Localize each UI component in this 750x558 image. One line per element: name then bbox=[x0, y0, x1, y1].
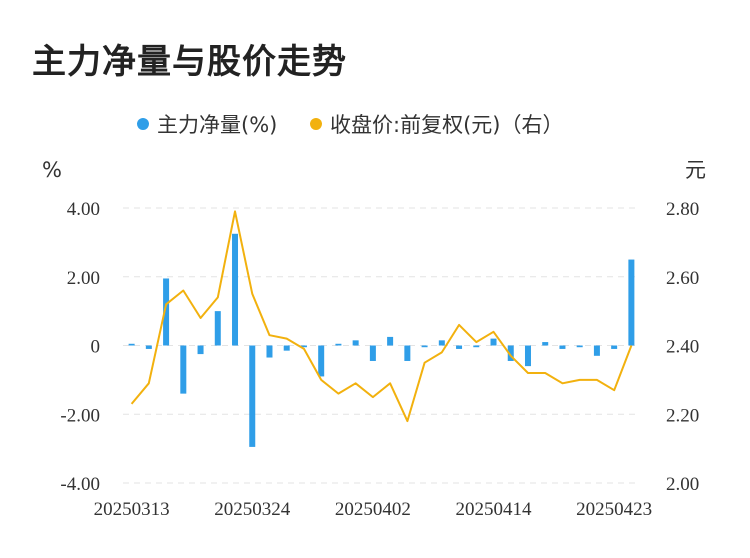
bar-series bbox=[128, 233, 635, 447]
bar[interactable] bbox=[145, 345, 152, 349]
bar[interactable] bbox=[507, 345, 514, 361]
bar[interactable] bbox=[283, 345, 290, 351]
right-tick-label: 2.60 bbox=[666, 268, 699, 289]
line-point[interactable] bbox=[473, 339, 479, 345]
right-tick-label: 2.80 bbox=[666, 199, 699, 220]
line-point[interactable] bbox=[370, 394, 376, 400]
bar[interactable] bbox=[369, 345, 376, 361]
x-tick-label: 20250402 bbox=[335, 499, 411, 520]
left-tick-label: 0 bbox=[91, 337, 101, 358]
line-point[interactable] bbox=[508, 353, 514, 359]
grid-lines bbox=[123, 207, 640, 484]
left-tick-label: 4.00 bbox=[67, 199, 100, 220]
legend[interactable]: 主力净量(%) 收盘价:前复权(元)（右） bbox=[137, 113, 563, 137]
line-point[interactable] bbox=[318, 377, 324, 383]
bar[interactable] bbox=[524, 345, 531, 367]
left-axis-unit: % bbox=[42, 158, 62, 182]
right-axis-unit: 元 bbox=[685, 158, 706, 182]
line-point[interactable] bbox=[163, 301, 169, 307]
line-point[interactable] bbox=[129, 401, 135, 407]
line-point[interactable] bbox=[146, 380, 152, 386]
left-tick-label: -2.00 bbox=[60, 405, 100, 426]
legend-label: 收盘价:前复权(元)（右） bbox=[330, 113, 563, 137]
line-point[interactable] bbox=[387, 380, 393, 386]
bar[interactable] bbox=[232, 233, 239, 346]
bar[interactable] bbox=[335, 343, 342, 346]
line-point[interactable] bbox=[439, 349, 445, 355]
line-point[interactable] bbox=[232, 208, 238, 214]
line-point[interactable] bbox=[611, 387, 617, 393]
bar[interactable] bbox=[421, 345, 428, 348]
bar[interactable] bbox=[128, 343, 135, 346]
right-tick-label: 2.20 bbox=[666, 405, 699, 426]
line-point[interactable] bbox=[559, 380, 565, 386]
line-point[interactable] bbox=[301, 346, 307, 352]
x-tick-label: 20250414 bbox=[456, 499, 533, 520]
line-point[interactable] bbox=[404, 418, 410, 424]
price-line[interactable] bbox=[130, 210, 633, 423]
bar[interactable] bbox=[300, 345, 307, 348]
legend-dot-icon bbox=[137, 118, 149, 130]
line-point[interactable] bbox=[249, 291, 255, 297]
line-point[interactable] bbox=[422, 360, 428, 366]
line-series bbox=[129, 208, 634, 424]
bar[interactable] bbox=[456, 345, 463, 349]
bar[interactable] bbox=[266, 345, 273, 358]
x-tick-label: 20250313 bbox=[94, 499, 170, 520]
bar[interactable] bbox=[249, 345, 256, 447]
bar[interactable] bbox=[576, 345, 583, 348]
bar[interactable] bbox=[559, 345, 566, 349]
left-tick-label: 2.00 bbox=[67, 268, 100, 289]
bar[interactable] bbox=[180, 345, 187, 394]
bar[interactable] bbox=[352, 340, 359, 346]
legend-label: 主力净量(%) bbox=[157, 113, 277, 137]
bar[interactable] bbox=[628, 259, 635, 346]
left-tick-label: -4.00 bbox=[60, 474, 100, 495]
line-point[interactable] bbox=[628, 343, 634, 349]
x-tick-label: 20250324 bbox=[214, 499, 291, 520]
bar[interactable] bbox=[593, 345, 600, 356]
line-point[interactable] bbox=[266, 332, 272, 338]
right-tick-label: 2.40 bbox=[666, 337, 699, 358]
legend-item[interactable]: 主力净量(%) bbox=[137, 113, 277, 137]
line-point[interactable] bbox=[491, 329, 497, 335]
line-point[interactable] bbox=[335, 391, 341, 397]
bar[interactable] bbox=[542, 342, 549, 346]
line-point[interactable] bbox=[542, 370, 548, 376]
bar[interactable] bbox=[473, 345, 480, 348]
x-tick-label: 20250423 bbox=[576, 499, 652, 520]
bar[interactable] bbox=[197, 345, 204, 355]
bar[interactable] bbox=[404, 345, 411, 361]
line-point[interactable] bbox=[215, 294, 221, 300]
bar[interactable] bbox=[438, 340, 445, 346]
chart-title: 主力净量与股价走势 bbox=[32, 42, 347, 82]
line-point[interactable] bbox=[456, 322, 462, 328]
bar[interactable] bbox=[163, 278, 170, 346]
axes: 4.00 2.80 2.00 2.60 0 2.40 -2.00 2.20 -4.00 2.00%… bbox=[42, 158, 706, 520]
line-point[interactable] bbox=[525, 370, 531, 376]
line-point[interactable] bbox=[594, 377, 600, 383]
bar[interactable] bbox=[490, 338, 497, 346]
bar[interactable] bbox=[611, 345, 618, 349]
line-point[interactable] bbox=[353, 380, 359, 386]
right-tick-label: 2.00 bbox=[666, 474, 699, 495]
bar[interactable] bbox=[387, 336, 394, 346]
line-point[interactable] bbox=[198, 315, 204, 321]
bar[interactable] bbox=[214, 311, 221, 346]
legend-dot-icon bbox=[310, 118, 322, 130]
legend-item[interactable]: 收盘价:前复权(元)（右） bbox=[310, 113, 563, 137]
line-point[interactable] bbox=[180, 288, 186, 294]
line-point[interactable] bbox=[284, 336, 290, 342]
line-point[interactable] bbox=[577, 377, 583, 383]
bar[interactable] bbox=[318, 345, 325, 377]
